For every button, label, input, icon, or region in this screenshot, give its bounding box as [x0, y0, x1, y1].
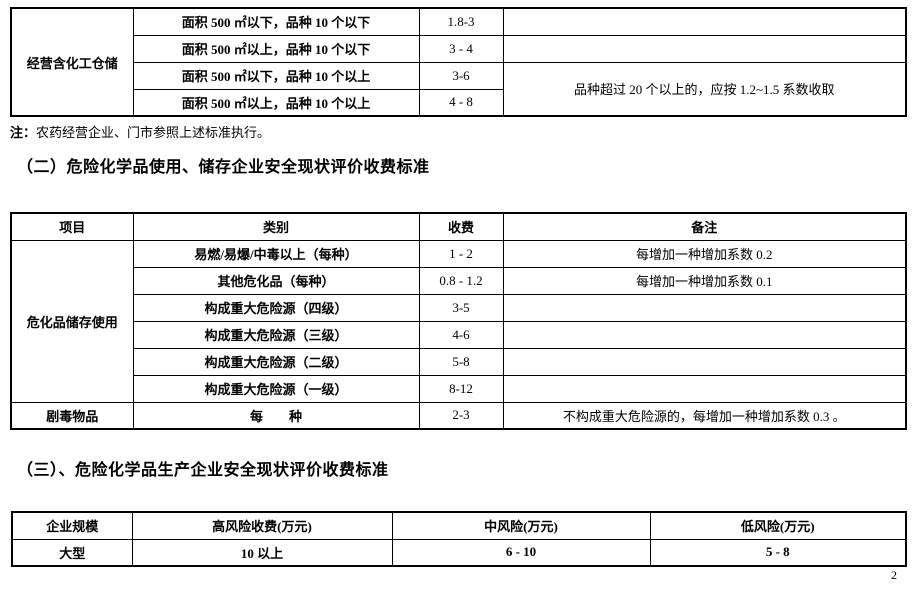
- table2-row4-category: 构成重大危险源（三级）: [132, 320, 420, 349]
- table2-header-item: 项目: [10, 212, 134, 241]
- table1-merged-remark: 品种超过 20 个以上的，应按 1.2~1.5 系数收取: [502, 61, 907, 117]
- table1-row4-label: 面积 500 ㎡以上，品种 10 个以上: [132, 88, 420, 117]
- table3-header-high: 高风险收费(万元): [131, 511, 393, 540]
- table1-row4-fee: 4 - 8: [418, 88, 504, 117]
- table2-row2-category: 其他危化品（每种）: [132, 266, 420, 295]
- table2-row2-fee: 0.8 - 1.2: [418, 266, 504, 295]
- table3-row-high: 10 以上: [131, 538, 393, 567]
- table2-lastrow-item: 剧毒物品: [10, 401, 134, 430]
- table2-row1-category: 易燃/易爆/中毒以上（每种）: [132, 239, 420, 268]
- table2-row4-fee: 4-6: [418, 320, 504, 349]
- table-header-row: 项目 类别 收费 备注: [10, 212, 907, 241]
- table-row: 经营含化工仓储 面积 500 ㎡以下，品种 10 个以下 1.8-3: [10, 7, 907, 117]
- table1-row2-label: 面积 500 ㎡以上，品种 10 个以下: [132, 34, 420, 63]
- table2-row4-remark-empty: [502, 320, 907, 349]
- table-row: 大型 10 以上 6 - 10 5 - 8: [11, 538, 907, 567]
- table2-row3-fee: 3-5: [418, 293, 504, 322]
- table1-row1-label: 面积 500 ㎡以下，品种 10 个以下: [132, 7, 420, 36]
- table2-header-remark: 备注: [502, 212, 907, 241]
- table-row: 其他危化品（每种） 0.8 - 1.2 每增加一种增加系数 0.1: [11, 266, 907, 295]
- table1-row3-label: 面积 500 ㎡以下，品种 10 个以上: [132, 61, 420, 90]
- table3-row-scale: 大型: [11, 538, 133, 567]
- table-row: 构成重大危险源（四级） 3-5: [11, 293, 907, 322]
- table2-row6-fee: 8-12: [418, 374, 504, 403]
- usage-storage-fee-table: 项目 类别 收费 备注 危化品储存使用 易燃/易爆/中毒以上（每种） 1 - 2…: [10, 212, 907, 430]
- table-row: 剧毒物品 每 种 2-3 不构成重大危险源的，每增加一种增加系数 0.3 。: [10, 401, 907, 430]
- table-row: 面积 500 ㎡以上，品种 10 个以上 4 - 8: [11, 88, 906, 117]
- table3-row-medium: 6 - 10: [391, 538, 651, 567]
- table2-row1-remark: 每增加一种增加系数 0.2: [502, 239, 907, 268]
- table1-row2-remark-empty: [502, 34, 907, 63]
- table1-row1-remark-empty: [502, 7, 907, 36]
- storage-operation-fee-table: 经营含化工仓储 面积 500 ㎡以下，品种 10 个以下 1.8-3 面积 50…: [10, 7, 907, 117]
- table1-row3-fee: 3-6: [418, 61, 504, 90]
- footnote-text: 农药经营企业、门市参照上述标准执行。: [36, 125, 271, 140]
- section-heading-3: （三）、危险化学品生产企业安全现状评价收费标准: [17, 462, 389, 479]
- table3-header-medium: 中风险(万元): [391, 511, 651, 540]
- section-heading-2: （二）危险化学品使用、储存企业安全现状评价收费标准: [17, 159, 430, 176]
- table3-row-low: 5 - 8: [649, 538, 907, 567]
- table2-row5-remark-empty: [502, 347, 907, 376]
- table2-row5-fee: 5-8: [418, 347, 504, 376]
- table1-row1-fee: 1.8-3: [418, 7, 504, 36]
- table-row: 构成重大危险源（三级） 4-6: [11, 320, 907, 349]
- footnote: 注：农药经营企业、门市参照上述标准执行。: [10, 122, 270, 141]
- production-fee-table: 企业规模 高风险收费(万元) 中风险(万元) 低风险(万元) 大型 10 以上 …: [11, 511, 907, 567]
- table-row: 面积 500 ㎡以上，品种 10 个以下 3 - 4: [11, 34, 907, 63]
- table2-row1-fee: 1 - 2: [418, 239, 504, 268]
- table-row: 构成重大危险源（二级） 5-8: [11, 347, 907, 376]
- table2-row3-category: 构成重大危险源（四级）: [132, 293, 420, 322]
- table2-row6-category: 构成重大危险源（一级）: [132, 374, 420, 403]
- table-header-row: 企业规模 高风险收费(万元) 中风险(万元) 低风险(万元): [11, 511, 907, 540]
- page-number: 2: [891, 568, 897, 582]
- table2-row6-remark-empty: [502, 374, 907, 403]
- table2-header-category: 类别: [132, 212, 420, 241]
- table-row: 面积 500 ㎡以下，品种 10 个以上 3-6 品种超过 20 个以上的，应按…: [11, 61, 907, 117]
- table2-row2-remark: 每增加一种增加系数 0.1: [502, 266, 907, 295]
- table3-header-low: 低风险(万元): [649, 511, 907, 540]
- table1-category-cell: 经营含化工仓储: [10, 7, 134, 117]
- footnote-prefix: 注：: [10, 125, 37, 140]
- table1-row2-fee: 3 - 4: [418, 34, 504, 63]
- table-row: 危化品储存使用 易燃/易爆/中毒以上（每种） 1 - 2 每增加一种增加系数 0…: [10, 239, 907, 403]
- table2-lastrow-remark: 不构成重大危险源的，每增加一种增加系数 0.3 。: [502, 401, 907, 430]
- table2-row3-remark-empty: [502, 293, 907, 322]
- table2-row5-category: 构成重大危险源（二级）: [132, 347, 420, 376]
- table2-lastrow-fee: 2-3: [418, 401, 504, 430]
- table2-header-fee: 收费: [418, 212, 504, 241]
- table2-lastrow-category: 每 种: [132, 401, 420, 430]
- table3-header-scale: 企业规模: [11, 511, 133, 540]
- table2-group-label: 危化品储存使用: [10, 239, 134, 403]
- table-row: 构成重大危险源（一级） 8-12: [11, 374, 907, 403]
